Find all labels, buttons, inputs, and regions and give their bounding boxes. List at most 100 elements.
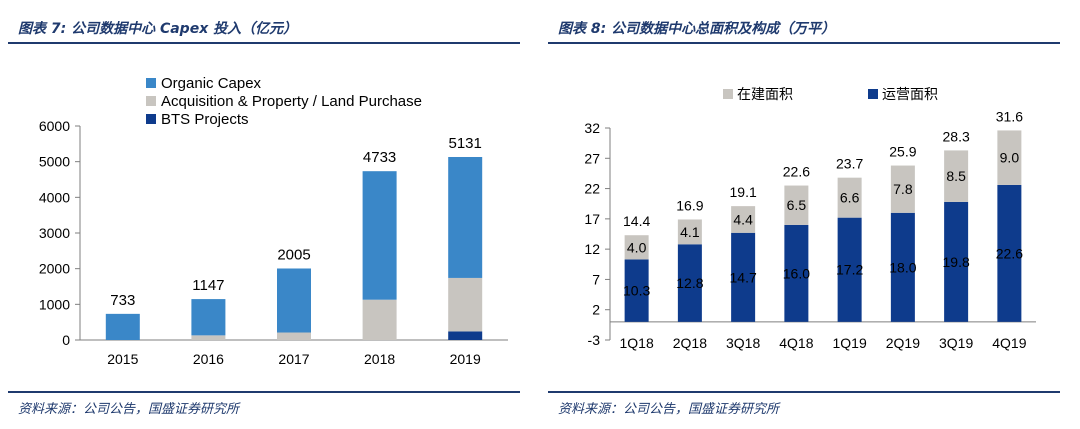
bar-segment (784, 224, 809, 322)
total-label: 5131 (449, 135, 482, 152)
data-label: 14.7 (730, 269, 757, 285)
y-tick-label: 17 (584, 211, 600, 227)
y-tick-label: 1000 (39, 296, 70, 312)
x-tick-label: 2018 (364, 351, 395, 367)
source-rule (548, 391, 1060, 393)
y-tick-label: 5000 (39, 154, 70, 170)
total-label: 25.9 (889, 144, 916, 160)
title-rule (548, 42, 1060, 44)
total-label: 14.4 (623, 213, 650, 229)
data-label: 6.5 (787, 197, 807, 213)
x-tick-label: 2017 (278, 351, 309, 367)
y-tick-label: 2 (592, 302, 600, 318)
y-tick-label: 0 (62, 332, 70, 348)
bar-segment (837, 217, 862, 322)
bar-segment (784, 185, 809, 225)
bar-segment (890, 212, 915, 322)
y-tick-label: 27 (584, 150, 600, 166)
legend-swatch (146, 114, 156, 124)
bar-segment (944, 150, 969, 202)
x-tick-label: 1Q18 (620, 335, 654, 351)
area-chart-title: 图表 8: 公司数据中心总面积及构成（万平） (558, 21, 836, 37)
bar-segment (731, 206, 756, 233)
total-label: 733 (110, 292, 135, 309)
area-source-note: 资料来源：公司公告，国盛证券研究所 (558, 402, 780, 417)
data-label: 18.0 (889, 259, 916, 275)
y-tick-label: 2000 (39, 261, 70, 277)
legend-swatch (868, 89, 878, 99)
x-tick-label: 2015 (107, 351, 138, 367)
data-label: 16.0 (783, 265, 810, 281)
bar-segment (448, 156, 483, 278)
bar-segment (191, 335, 226, 340)
total-label: 16.9 (676, 197, 703, 213)
bar-segment (277, 268, 311, 333)
bar-segment (362, 171, 397, 300)
data-label: 8.5 (946, 168, 966, 184)
y-tick-label: 7 (592, 271, 600, 287)
data-label: 7.8 (893, 181, 913, 197)
y-tick-label: 32 (584, 120, 600, 136)
bar-segment (837, 177, 862, 218)
bar-segment (105, 313, 140, 340)
bar-segment (944, 201, 969, 322)
title-rule (8, 42, 520, 44)
x-tick-label: 2Q19 (886, 335, 920, 351)
x-tick-label: 2Q18 (673, 335, 707, 351)
total-label: 4733 (363, 149, 396, 166)
total-label: 1147 (192, 277, 224, 294)
area-chart: 在建面积 运营面积-327121722273210.34.014.41Q1812.… (584, 86, 1036, 351)
bar-segment (277, 332, 311, 340)
bar-segment (448, 331, 483, 340)
x-tick-label: 4Q19 (992, 335, 1026, 351)
data-label: 22.6 (996, 245, 1023, 261)
bar-segment (997, 130, 1022, 185)
bar-segment (677, 219, 702, 245)
data-label: 17.2 (836, 262, 863, 278)
bar-segment (448, 277, 483, 332)
data-label: 4.1 (680, 224, 700, 240)
bar-segment (624, 259, 649, 322)
x-tick-label: 4Q18 (779, 335, 813, 351)
data-label: 4.4 (733, 211, 753, 227)
capex-chart-title: 图表 7: 公司数据中心 Capex 投入（亿元） (18, 21, 298, 37)
total-label: 31.6 (996, 108, 1023, 124)
x-tick-label: 3Q19 (939, 335, 973, 351)
bar-segment (997, 184, 1022, 322)
bar-segment (624, 235, 649, 260)
data-label: 4.0 (627, 239, 647, 255)
data-label: 10.3 (623, 283, 650, 299)
legend-label: 在建面积 (737, 86, 793, 102)
total-label: 23.7 (836, 156, 863, 172)
bar-segment (677, 244, 702, 322)
bar-segment (191, 299, 226, 336)
legend-label: Acquisition & Property / Land Purchase (161, 93, 422, 110)
bar-segment (890, 165, 915, 213)
y-tick-label: 3000 (39, 225, 70, 241)
source-rule (8, 391, 520, 393)
total-label: 2005 (277, 246, 310, 263)
y-tick-label: -3 (588, 332, 601, 348)
x-tick-label: 2019 (450, 351, 481, 367)
x-tick-label: 3Q18 (726, 335, 760, 351)
y-tick-label: 22 (584, 181, 600, 197)
x-tick-label: 1Q19 (833, 335, 867, 351)
bar-segment (362, 299, 397, 340)
data-label: 12.8 (676, 275, 703, 291)
y-tick-label: 12 (584, 241, 600, 257)
data-label: 6.6 (840, 190, 860, 206)
legend-label: Organic Capex (161, 75, 262, 92)
total-label: 22.6 (783, 164, 810, 180)
legend-label: BTS Projects (161, 111, 249, 128)
capex-panel: 图表 7: 公司数据中心 Capex 投入（亿元） Organic Capex A… (8, 0, 520, 429)
legend-label: 运营面积 (882, 86, 938, 102)
bar-segment (731, 232, 756, 322)
legend-swatch (146, 96, 156, 106)
data-label: 19.8 (943, 254, 970, 270)
total-label: 28.3 (943, 128, 970, 144)
capex-source-note: 资料来源：公司公告，国盛证券研究所 (18, 402, 240, 417)
y-tick-label: 6000 (39, 118, 70, 134)
total-label: 19.1 (730, 184, 757, 200)
x-tick-label: 2016 (193, 351, 224, 367)
